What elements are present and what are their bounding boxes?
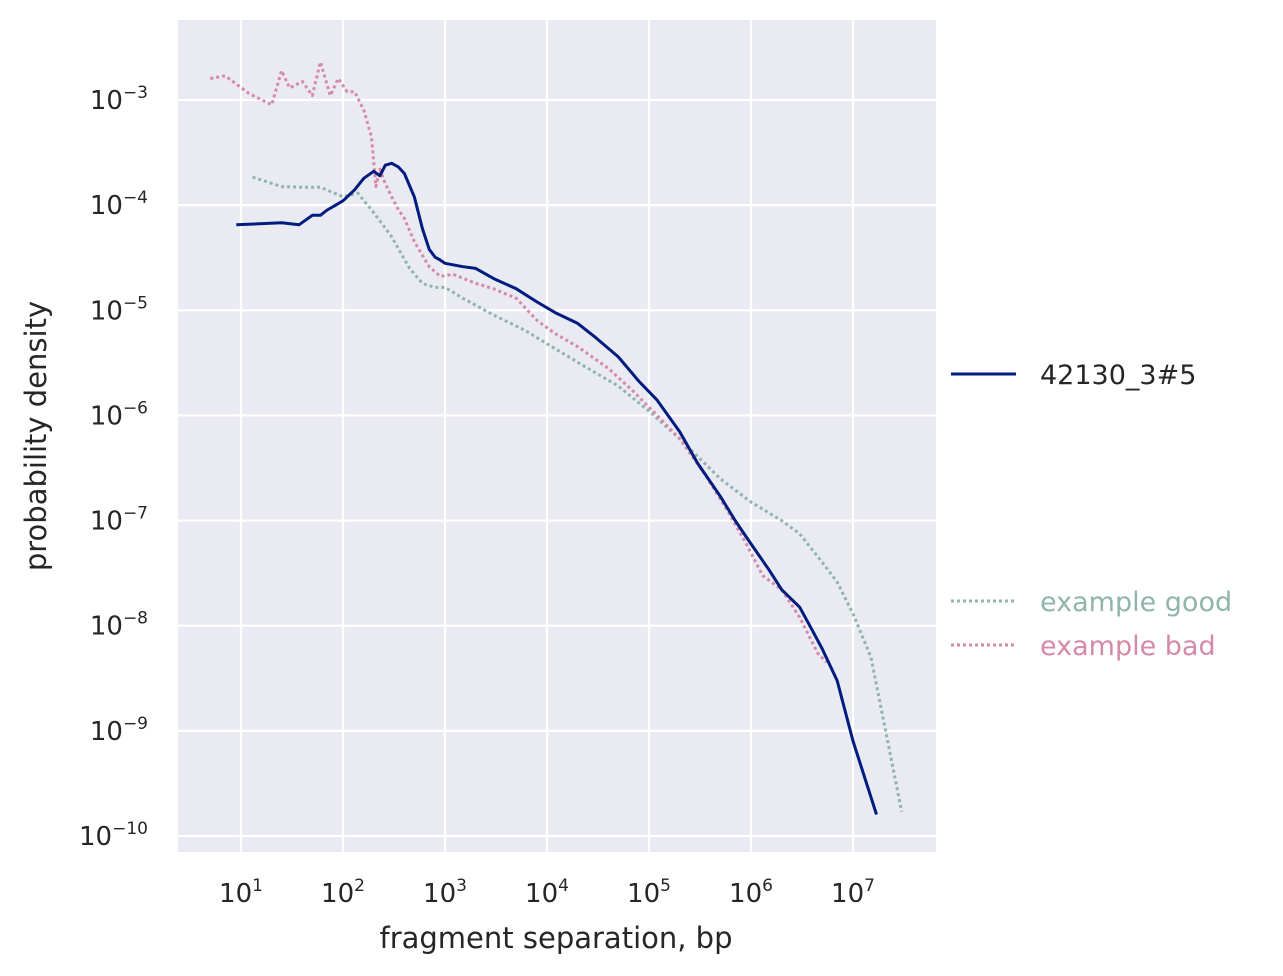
x-tick-label: 107 (831, 876, 875, 909)
y-tick-label: 10−3 (90, 83, 148, 116)
series-lines (210, 60, 904, 815)
y-tick-label: 10−7 (90, 504, 148, 537)
legend-label-primary: 42130_3#5 (1040, 360, 1196, 391)
legend-label-example-bad: example bad (1040, 631, 1216, 662)
y-tick-label: 10−6 (90, 398, 148, 431)
y-tick-label: 10−5 (90, 293, 148, 326)
x-tick-label: 101 (219, 876, 263, 909)
legend: 42130_3#5 example good example bad (951, 360, 1232, 662)
x-tick-label: 104 (525, 876, 569, 909)
legend-label-example-good: example good (1040, 587, 1232, 618)
x-tick-labels: 101 102 103 104 105 106 107 (219, 876, 875, 909)
x-axis-title: fragment separation, bp (380, 921, 733, 955)
x-tick-label: 102 (321, 876, 365, 909)
y-tick-label: 10−8 (90, 609, 148, 642)
series-line-example-good (252, 175, 904, 813)
y-tick-label: 10−9 (90, 714, 148, 747)
x-tick-label: 105 (627, 876, 671, 909)
y-axis-title: probability density (19, 301, 53, 571)
series-line-42130-3-5 (236, 161, 878, 815)
plot-background (178, 20, 936, 852)
x-tick-label: 106 (729, 876, 773, 909)
y-tick-label: 10−10 (79, 819, 148, 852)
y-tick-labels: 10−3 10−4 10−5 10−6 10−7 10−8 10−9 10−10 (79, 83, 148, 852)
x-tick-label: 103 (423, 876, 467, 909)
y-tick-label: 10−4 (90, 188, 148, 221)
